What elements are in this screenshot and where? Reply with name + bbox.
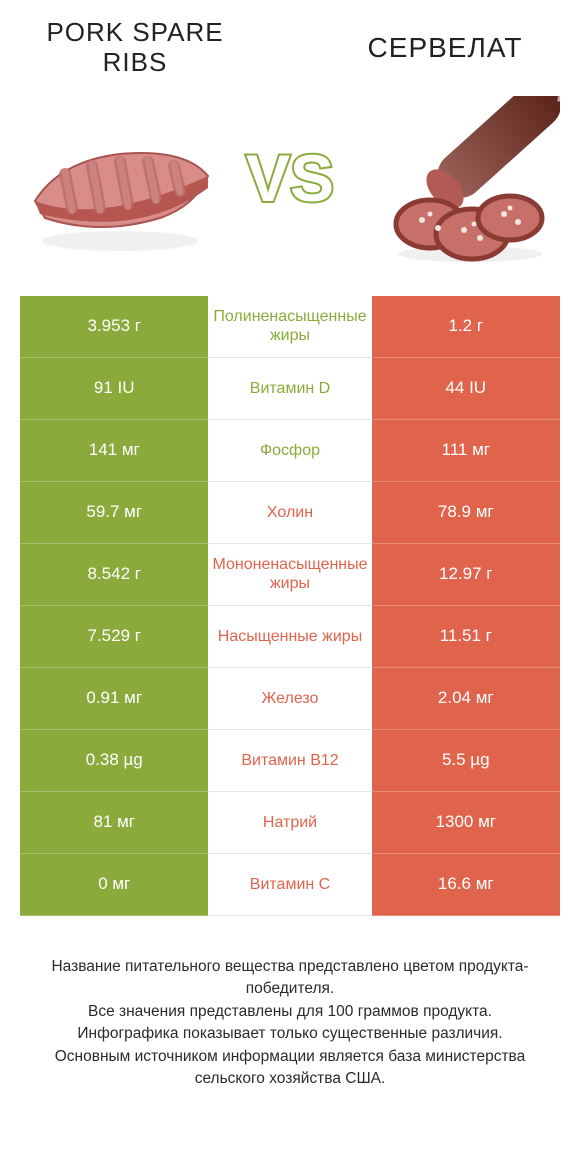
nutrient-label: Железо (208, 668, 371, 730)
footer-notes: Название питательного вещества представл… (20, 956, 560, 1091)
left-value: 91 IU (20, 358, 208, 420)
right-value: 16.6 мг (372, 854, 560, 916)
right-value: 44 IU (372, 358, 560, 420)
right-value: 5.5 µg (372, 730, 560, 792)
left-product-title: PORK SPARE RIBS (20, 18, 250, 78)
table-row: 0.91 мгЖелезо2.04 мг (20, 668, 560, 730)
right-value: 78.9 мг (372, 482, 560, 544)
left-value: 0.38 µg (20, 730, 208, 792)
nutrient-label: Полиненасыщенные жиры (208, 296, 371, 358)
table-row: 8.542 гМононенасыщенные жиры12.97 г (20, 544, 560, 606)
right-product-image (360, 96, 560, 266)
table-row: 0 мгВитамин C16.6 мг (20, 854, 560, 916)
table-row: 59.7 мгХолин78.9 мг (20, 482, 560, 544)
nutrient-label: Витамин C (208, 854, 371, 916)
nutrient-label: Холин (208, 482, 371, 544)
right-value: 111 мг (372, 420, 560, 482)
table-row: 91 IUВитамин D44 IU (20, 358, 560, 420)
nutrient-label: Витамин B12 (208, 730, 371, 792)
footer-line: Инфографика показывает только существенн… (26, 1023, 554, 1045)
left-value: 141 мг (20, 420, 208, 482)
left-value: 59.7 мг (20, 482, 208, 544)
nutrient-label: Мононенасыщенные жиры (208, 544, 371, 606)
vs-text: VS (246, 141, 334, 215)
left-value: 8.542 г (20, 544, 208, 606)
footer-line: Все значения представлены для 100 граммо… (26, 1001, 554, 1023)
nutrient-label: Витамин D (208, 358, 371, 420)
left-value: 3.953 г (20, 296, 208, 358)
table-row: 81 мгНатрий1300 мг (20, 792, 560, 854)
left-value: 0 мг (20, 854, 208, 916)
vs-badge: VS (230, 121, 350, 241)
nutrient-label: Фосфор (208, 420, 371, 482)
footer-line: Название питательного вещества представл… (26, 956, 554, 1001)
header: PORK SPARE RIBS СЕРВЕЛАТ (20, 18, 560, 78)
right-value: 11.51 г (372, 606, 560, 668)
comparison-table: 3.953 гПолиненасыщенные жиры1.2 г91 IUВи… (20, 296, 560, 916)
right-value: 12.97 г (372, 544, 560, 606)
table-row: 0.38 µgВитамин B125.5 µg (20, 730, 560, 792)
nutrient-label: Насыщенные жиры (208, 606, 371, 668)
left-product-image (20, 96, 220, 266)
left-value: 0.91 мг (20, 668, 208, 730)
nutrient-label: Натрий (208, 792, 371, 854)
right-product-title: СЕРВЕЛАТ (330, 32, 560, 64)
table-row: 3.953 гПолиненасыщенные жиры1.2 г (20, 296, 560, 358)
right-value: 2.04 мг (372, 668, 560, 730)
left-value: 7.529 г (20, 606, 208, 668)
right-value: 1.2 г (372, 296, 560, 358)
images-row: VS (20, 96, 560, 266)
footer-line: Основным источником информации является … (26, 1046, 554, 1091)
table-row: 7.529 гНасыщенные жиры11.51 г (20, 606, 560, 668)
left-value: 81 мг (20, 792, 208, 854)
right-value: 1300 мг (372, 792, 560, 854)
table-row: 141 мгФосфор111 мг (20, 420, 560, 482)
